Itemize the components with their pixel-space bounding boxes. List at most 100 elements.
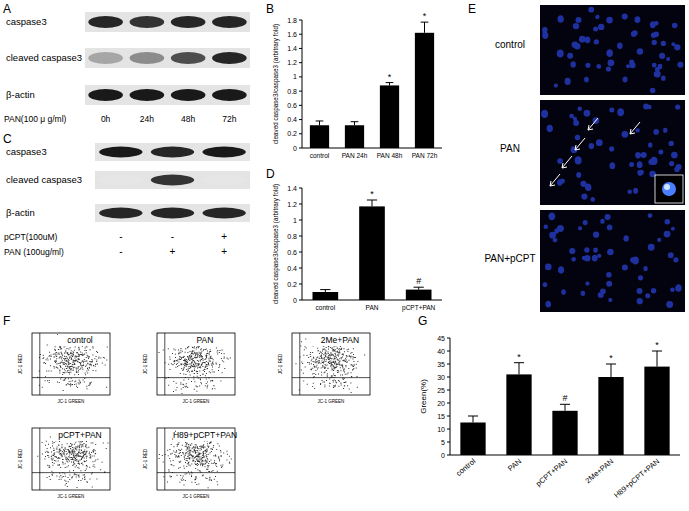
annotation: # (562, 393, 567, 403)
tick (447, 351, 450, 352)
tick-label: 1.8 (287, 17, 297, 24)
gate-line (292, 377, 370, 378)
background (0, 0, 689, 511)
error-bar (421, 22, 429, 33)
band (202, 147, 245, 158)
tick (299, 300, 302, 301)
image-label: PAN+pCPT (484, 253, 535, 264)
blot-strip (85, 12, 250, 32)
error-bar (367, 200, 377, 206)
condition-label: pCPT(100uM) (4, 232, 58, 242)
tick-label: 45 (437, 335, 445, 342)
gate-line (157, 377, 235, 378)
gate-line (299, 333, 300, 395)
band (151, 147, 194, 158)
blot-strip (95, 143, 250, 161)
band (202, 175, 245, 186)
tick-label: 0.2 (287, 281, 297, 288)
band (130, 52, 165, 64)
micrograph (540, 100, 685, 205)
error-bar (606, 364, 616, 377)
panel-letter: C (3, 132, 12, 146)
flow-frame (157, 333, 235, 395)
tick (299, 91, 302, 92)
gate-line (164, 333, 165, 395)
tick (447, 429, 450, 430)
tick-label: 30 (437, 374, 445, 381)
bar (460, 423, 485, 456)
error-bar (468, 416, 478, 423)
gate-line (39, 333, 40, 395)
error-bar (560, 404, 570, 411)
band (99, 208, 142, 219)
arrow (575, 138, 585, 150)
title-bg (52, 430, 108, 441)
annotation: * (609, 353, 613, 363)
condition-sign: + (170, 246, 176, 257)
axis-title: JC-1 RED (143, 353, 148, 374)
bar (310, 125, 329, 148)
micrograph (540, 5, 685, 95)
chart: 051015202530354045Green(%)control*PAN#pC… (419, 335, 680, 500)
error-bar (514, 363, 524, 375)
plot-title: H89+pCPT+PAN (173, 430, 237, 440)
category-label: H89+pCPT+PAN (612, 457, 661, 500)
y-axis (302, 188, 303, 300)
tick-label: 1.4 (287, 185, 297, 192)
category-label: control (310, 152, 330, 159)
tick (299, 204, 302, 205)
bar (313, 292, 339, 300)
tick-label: 10 (437, 426, 445, 433)
bars (310, 22, 434, 148)
error-bar (652, 351, 662, 367)
nuclei (543, 213, 682, 308)
axis-title: JC-1 GREEN (183, 399, 210, 404)
band (130, 89, 165, 101)
condition-sign: - (119, 231, 122, 242)
lane-label: 0h (101, 114, 111, 124)
axis-title: JC-1 GREEN (58, 494, 85, 499)
inset-nucleus (662, 182, 676, 196)
error-bar (351, 122, 359, 126)
arrow (550, 174, 560, 186)
condition-sign: - (171, 231, 174, 242)
category-label: PAN 48h (377, 152, 403, 159)
panel-letter: D (266, 167, 275, 181)
axis-title: cleaved caspase3/caspase3 (arbitrary fol… (272, 184, 280, 304)
nuclei (542, 7, 683, 94)
band (171, 16, 206, 28)
tick-label: 0.6 (287, 102, 297, 109)
tick (299, 220, 302, 221)
bar (552, 411, 577, 455)
flow-frame (292, 333, 370, 395)
category-label: PAN (366, 304, 379, 311)
gate-line (32, 472, 110, 473)
tick (299, 105, 302, 106)
band (88, 16, 123, 28)
gate-line (39, 428, 40, 490)
axis-title: Green(%) (419, 379, 428, 414)
y-axis (450, 338, 451, 455)
flow-frame (32, 333, 110, 395)
band (151, 208, 194, 219)
tick-label: 15 (437, 413, 445, 420)
row-label: caspase3 (6, 146, 47, 157)
chart: 00.20.40.60.811.21.4cleaved caspase3/cas… (272, 184, 442, 312)
category-label: PAN 72h (412, 152, 438, 159)
axis-title: JC-1 RED (278, 353, 283, 374)
bars (313, 200, 432, 300)
band (171, 52, 206, 64)
annotation: * (423, 11, 427, 21)
condition-sign: + (221, 246, 227, 257)
error-bar (414, 287, 424, 289)
tick-label: 40 (437, 348, 445, 355)
events (37, 334, 108, 391)
annotation: * (655, 340, 659, 350)
tick-label: 20 (437, 400, 445, 407)
annotation: * (370, 189, 374, 199)
tick (299, 252, 302, 253)
tick-label: 5 (441, 439, 445, 446)
category-label: PAN 24h (342, 152, 368, 159)
error-bar (320, 290, 330, 292)
category-label: control (316, 304, 336, 311)
